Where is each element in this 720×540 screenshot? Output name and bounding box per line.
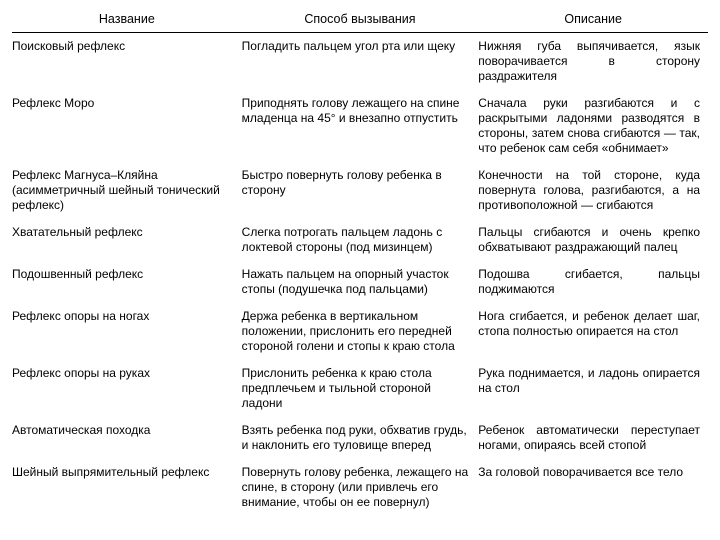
cell-desc: Нижняя губа выпячивается, язык поворачив… [478, 33, 708, 91]
reflexes-table: Название Способ вызывания Описание Поиск… [12, 8, 708, 516]
table-row: Рефлекс опоры на руках Прислонить ребенк… [12, 360, 708, 417]
cell-desc: Конечности на той стороне, куда повернут… [478, 162, 708, 219]
table-body: Поисковый рефлекс Погладить пальцем угол… [12, 33, 708, 517]
cell-name: Поисковый рефлекс [12, 33, 242, 91]
table-row: Рефлекс опоры на ногах Держа ребенка в в… [12, 303, 708, 360]
cell-desc: Подошва сгибается, пальцы поджимаются [478, 261, 708, 303]
cell-name: Хватательный рефлекс [12, 219, 242, 261]
cell-method: Держа ребенка в вертикальном положении, … [242, 303, 479, 360]
table-row: Автоматическая походка Взять ребенка под… [12, 417, 708, 459]
cell-method: Повернуть голову ребенка, лежащего на сп… [242, 459, 479, 516]
cell-desc: Пальцы сгибаются и очень крепко обхватыв… [478, 219, 708, 261]
cell-method: Нажать пальцем на опорный участок стопы … [242, 261, 479, 303]
cell-method: Погладить пальцем угол рта или щеку [242, 33, 479, 91]
cell-name: Шейный выпрямительный рефлекс [12, 459, 242, 516]
table-row: Шейный выпрямительный рефлекс Повернуть … [12, 459, 708, 516]
cell-name: Рефлекс Магнуса–Кляйна (асимметричный ше… [12, 162, 242, 219]
table-header-row: Название Способ вызывания Описание [12, 8, 708, 33]
col-header-name: Название [12, 8, 242, 33]
cell-method: Слегка потрогать пальцем ладонь с локтев… [242, 219, 479, 261]
table-row: Рефлекс Моро Приподнять голову лежащего … [12, 90, 708, 162]
cell-desc: Нога сгибается, и ребенок делает шаг, ст… [478, 303, 708, 360]
cell-name: Рефлекс опоры на руках [12, 360, 242, 417]
cell-method: Приподнять голову лежащего на спине млад… [242, 90, 479, 162]
cell-desc: За головой поворачивается все тело [478, 459, 708, 516]
cell-method: Взять ребенка под руки, обхватив грудь, … [242, 417, 479, 459]
cell-name: Автоматическая походка [12, 417, 242, 459]
table-row: Рефлекс Магнуса–Кляйна (асимметричный ше… [12, 162, 708, 219]
col-header-method: Способ вызывания [242, 8, 479, 33]
cell-method: Быстро повернуть голову ребенка в сторон… [242, 162, 479, 219]
cell-method: Прислонить ребенка к краю стола предплеч… [242, 360, 479, 417]
cell-name: Рефлекс опоры на ногах [12, 303, 242, 360]
cell-desc: Ребенок автоматически переступает ногами… [478, 417, 708, 459]
cell-name: Рефлекс Моро [12, 90, 242, 162]
table-row: Подошвенный рефлекс Нажать пальцем на оп… [12, 261, 708, 303]
table-row: Поисковый рефлекс Погладить пальцем угол… [12, 33, 708, 91]
cell-desc: Рука поднимается, и ладонь опирается на … [478, 360, 708, 417]
cell-desc: Сначала руки разгибаются и с раскрытыми … [478, 90, 708, 162]
col-header-desc: Описание [478, 8, 708, 33]
cell-name: Подошвенный рефлекс [12, 261, 242, 303]
table-row: Хватательный рефлекс Слегка потрогать па… [12, 219, 708, 261]
